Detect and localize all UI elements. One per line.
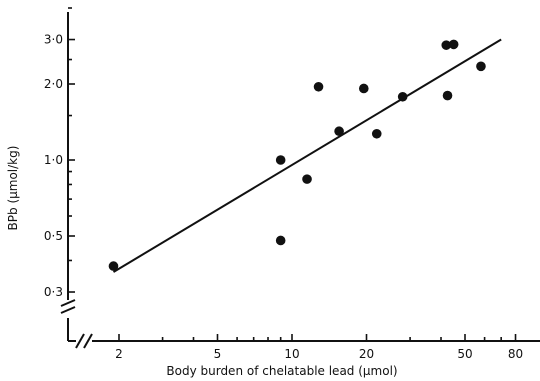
x-tick-label: 80: [508, 347, 523, 361]
x-axis-label: Body burden of chelatable lead (μmol): [166, 364, 397, 378]
data-point: [313, 81, 324, 92]
x-tick-label: 5: [214, 347, 222, 361]
data-point: [275, 235, 286, 246]
fit-lines: [112, 38, 502, 273]
data-point: [448, 39, 459, 50]
x-tick-label: 50: [457, 347, 472, 361]
data-point: [441, 40, 452, 50]
y-tick-label: 0·5: [44, 229, 63, 243]
y-tick-label: 2·0: [44, 77, 63, 91]
y-axis-break-mark: [60, 306, 76, 314]
data-point: [397, 91, 408, 102]
data-point: [275, 155, 286, 165]
x-tick-label: 20: [359, 347, 374, 361]
x-axis-break-mark: [83, 333, 93, 349]
x-tick-label: 2: [115, 347, 123, 361]
data-points: [108, 39, 486, 271]
y-tick-label: 1·0: [44, 153, 63, 167]
y-ticks: 0·3 0·5 1·0 2·0 3·0: [44, 7, 75, 299]
data-point: [302, 174, 312, 184]
axis-breaks: [60, 299, 93, 349]
data-point: [108, 261, 119, 271]
y-tick-label: 0·3: [44, 285, 63, 299]
x-tick-label: 10: [284, 347, 299, 361]
y-axis-label: BPb (μmol/kg): [6, 146, 20, 231]
data-point: [334, 126, 344, 137]
regression-line: [112, 38, 502, 273]
data-point: [371, 128, 382, 139]
x-axis-break-mark: [75, 333, 85, 349]
data-point: [442, 90, 453, 101]
y-tick-label: 3·0: [44, 33, 63, 47]
x-ticks: 2 5 10 20 50 80: [115, 334, 523, 361]
data-point: [358, 83, 369, 94]
y-axis-break-mark: [60, 299, 76, 307]
data-point: [476, 61, 486, 72]
